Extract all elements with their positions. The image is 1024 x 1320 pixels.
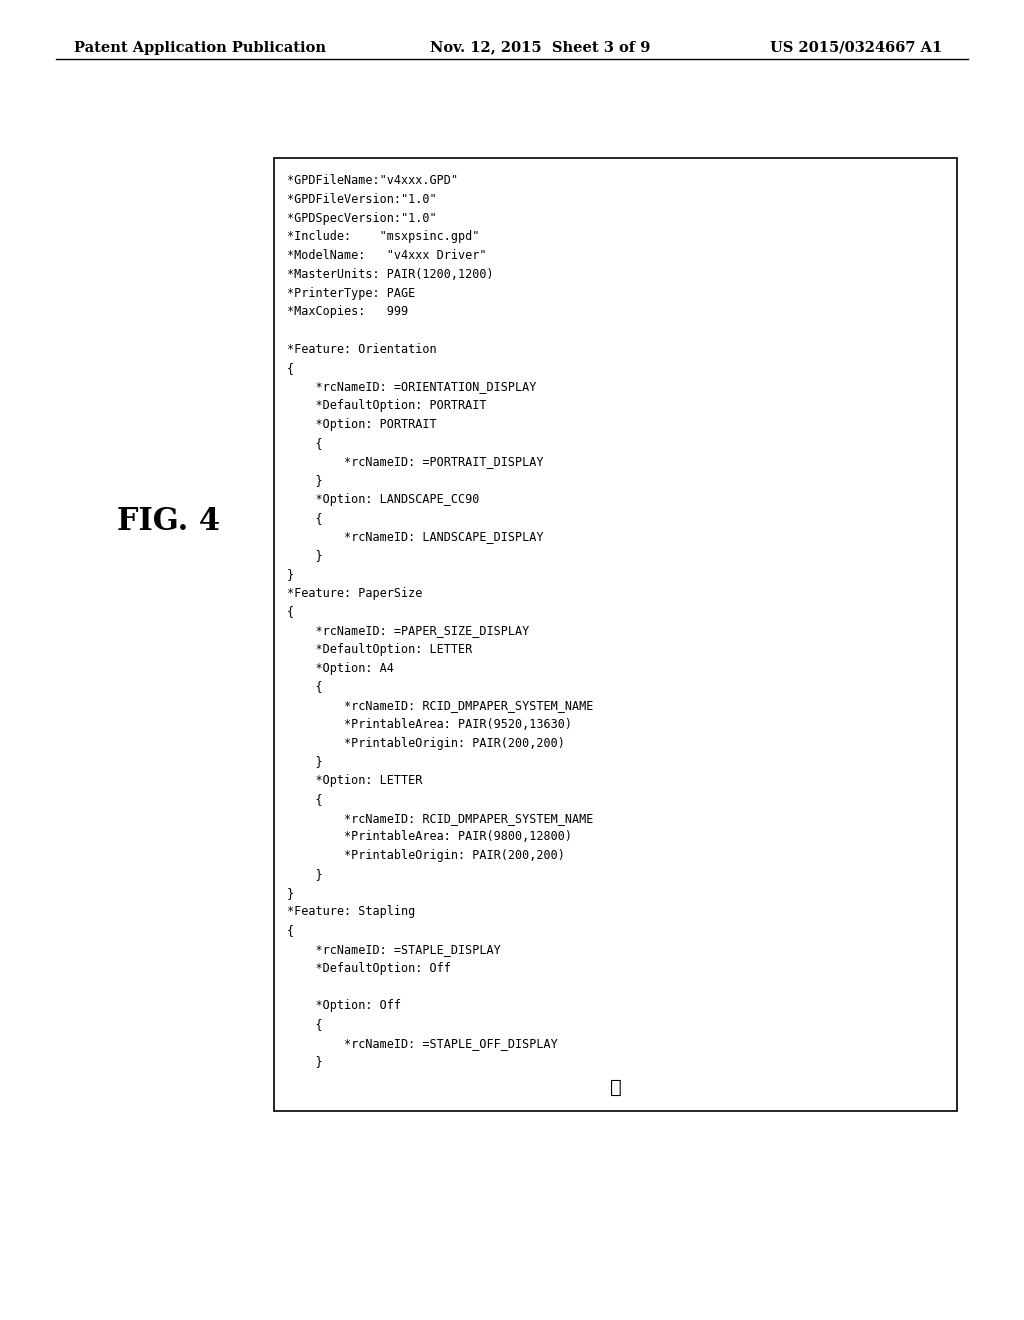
Text: *rcNameID: RCID_DMPAPER_SYSTEM_NAME: *rcNameID: RCID_DMPAPER_SYSTEM_NAME: [287, 812, 593, 825]
Text: ⋮: ⋮: [610, 1078, 622, 1097]
Text: *GPDSpecVersion:"1.0": *GPDSpecVersion:"1.0": [287, 211, 436, 224]
Text: {: {: [287, 924, 294, 937]
Text: Nov. 12, 2015  Sheet 3 of 9: Nov. 12, 2015 Sheet 3 of 9: [430, 41, 650, 54]
Text: *PrintableArea: PAIR(9800,12800): *PrintableArea: PAIR(9800,12800): [287, 830, 571, 843]
Text: }: }: [287, 568, 294, 581]
Text: *Feature: Orientation: *Feature: Orientation: [287, 343, 436, 356]
Text: *rcNameID: =STAPLE_DISPLAY: *rcNameID: =STAPLE_DISPLAY: [287, 942, 501, 956]
Text: *Feature: PaperSize: *Feature: PaperSize: [287, 586, 422, 599]
Text: *DefaultOption: PORTRAIT: *DefaultOption: PORTRAIT: [287, 399, 486, 412]
Text: }: }: [287, 1056, 323, 1068]
Text: *rcNameID: =PORTRAIT_DISPLAY: *rcNameID: =PORTRAIT_DISPLAY: [287, 455, 543, 469]
Text: *Feature: Stapling: *Feature: Stapling: [287, 906, 415, 919]
Text: *PrinterType: PAGE: *PrinterType: PAGE: [287, 286, 415, 300]
Text: *Option: Off: *Option: Off: [287, 999, 400, 1012]
Text: }: }: [287, 474, 323, 487]
Text: }: }: [287, 869, 323, 880]
Text: {: {: [287, 512, 323, 525]
Text: *PrintableOrigin: PAIR(200,200): *PrintableOrigin: PAIR(200,200): [287, 737, 564, 750]
Text: *GPDFileName:"v4xxx.GPD": *GPDFileName:"v4xxx.GPD": [287, 174, 458, 187]
Text: *DefaultOption: LETTER: *DefaultOption: LETTER: [287, 643, 472, 656]
Text: }: }: [287, 755, 323, 768]
Text: *rcNameID: LANDSCAPE_DISPLAY: *rcNameID: LANDSCAPE_DISPLAY: [287, 531, 543, 544]
Text: *Option: LANDSCAPE_CC90: *Option: LANDSCAPE_CC90: [287, 492, 479, 506]
Text: }: }: [287, 549, 323, 562]
Text: {: {: [287, 362, 294, 375]
Text: *rcNameID: =ORIENTATION_DISPLAY: *rcNameID: =ORIENTATION_DISPLAY: [287, 380, 537, 393]
Text: {: {: [287, 681, 323, 693]
Text: *rcNameID: RCID_DMPAPER_SYSTEM_NAME: *rcNameID: RCID_DMPAPER_SYSTEM_NAME: [287, 700, 593, 713]
Text: {: {: [287, 437, 323, 450]
Text: *DefaultOption: Off: *DefaultOption: Off: [287, 962, 451, 974]
Text: *MasterUnits: PAIR(1200,1200): *MasterUnits: PAIR(1200,1200): [287, 268, 494, 281]
Text: *PrintableOrigin: PAIR(200,200): *PrintableOrigin: PAIR(200,200): [287, 849, 564, 862]
FancyBboxPatch shape: [274, 158, 957, 1111]
Text: *Option: PORTRAIT: *Option: PORTRAIT: [287, 418, 436, 432]
Text: }: }: [287, 887, 294, 900]
Text: *Option: A4: *Option: A4: [287, 661, 393, 675]
Text: {: {: [287, 793, 323, 807]
Text: US 2015/0324667 A1: US 2015/0324667 A1: [770, 41, 942, 54]
Text: FIG. 4: FIG. 4: [118, 506, 220, 537]
Text: *MaxCopies:   999: *MaxCopies: 999: [287, 305, 408, 318]
Text: *PrintableArea: PAIR(9520,13630): *PrintableArea: PAIR(9520,13630): [287, 718, 571, 731]
Text: *rcNameID: =STAPLE_OFF_DISPLAY: *rcNameID: =STAPLE_OFF_DISPLAY: [287, 1036, 557, 1049]
Text: {: {: [287, 1018, 323, 1031]
Text: *Include:    "msxpsinc.gpd": *Include: "msxpsinc.gpd": [287, 231, 479, 243]
Text: *rcNameID: =PAPER_SIZE_DISPLAY: *rcNameID: =PAPER_SIZE_DISPLAY: [287, 624, 529, 638]
Text: *GPDFileVersion:"1.0": *GPDFileVersion:"1.0": [287, 193, 436, 206]
Text: Patent Application Publication: Patent Application Publication: [74, 41, 326, 54]
Text: *Option: LETTER: *Option: LETTER: [287, 775, 422, 787]
Text: *ModelName:   "v4xxx Driver": *ModelName: "v4xxx Driver": [287, 249, 486, 263]
Text: {: {: [287, 606, 294, 619]
